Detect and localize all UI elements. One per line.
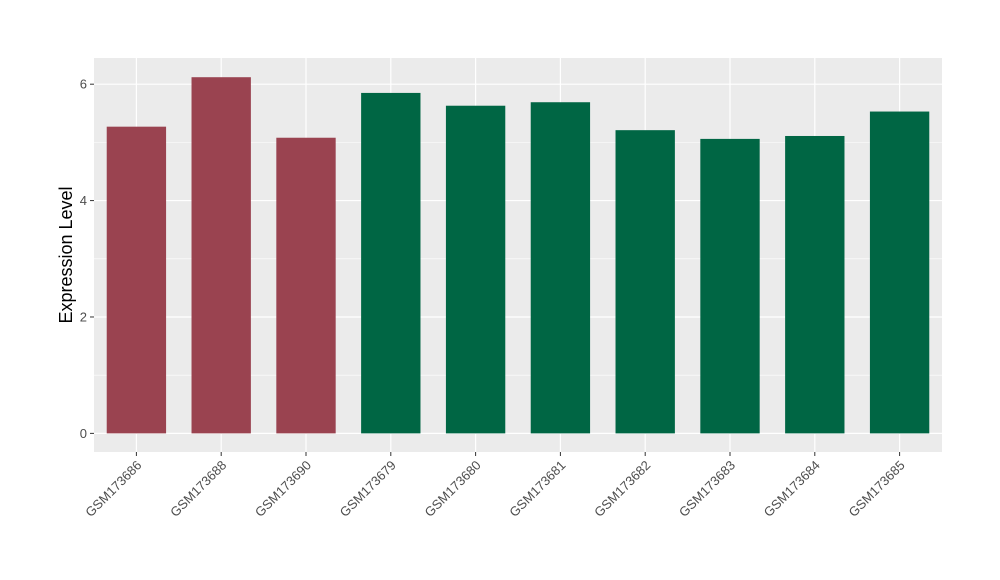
bar-GSM173683 [700, 138, 760, 434]
bar-GSM173680 [445, 105, 506, 434]
x-axis: GSM173686 GSM173688 GSM173690 GSM173679 GSM1… [82, 452, 908, 520]
x-tick-label: GSM173682 [591, 458, 653, 520]
bar-GSM173682 [615, 130, 675, 434]
bar-GSM173688 [191, 77, 251, 434]
bars [106, 77, 930, 434]
bar-GSM173679 [361, 92, 421, 434]
y-axis-title: Expression Level [56, 186, 76, 323]
x-tick-label: GSM173685 [845, 458, 907, 520]
bar-GSM173690 [276, 137, 336, 434]
y-tick-label: 0 [80, 426, 87, 441]
x-tick-label: GSM173686 [82, 458, 144, 520]
x-tick-label: GSM173684 [761, 458, 823, 520]
bar-GSM173685 [869, 111, 930, 434]
x-tick-label: GSM173683 [676, 458, 738, 520]
y-tick-label: 2 [80, 309, 87, 324]
x-tick-label: GSM173681 [506, 458, 568, 520]
y-tick-label: 4 [80, 193, 87, 208]
bar-GSM173684 [785, 135, 845, 434]
x-tick-label: GSM173690 [252, 458, 314, 520]
x-tick-label: GSM173679 [337, 458, 399, 520]
x-tick-label: GSM173688 [167, 458, 229, 520]
y-axis: 0 2 4 6 [80, 77, 94, 441]
y-tick-label: 6 [80, 77, 87, 92]
bar-GSM173686 [106, 126, 167, 434]
bar-GSM173681 [530, 102, 591, 434]
x-tick-label: GSM173680 [421, 458, 483, 520]
